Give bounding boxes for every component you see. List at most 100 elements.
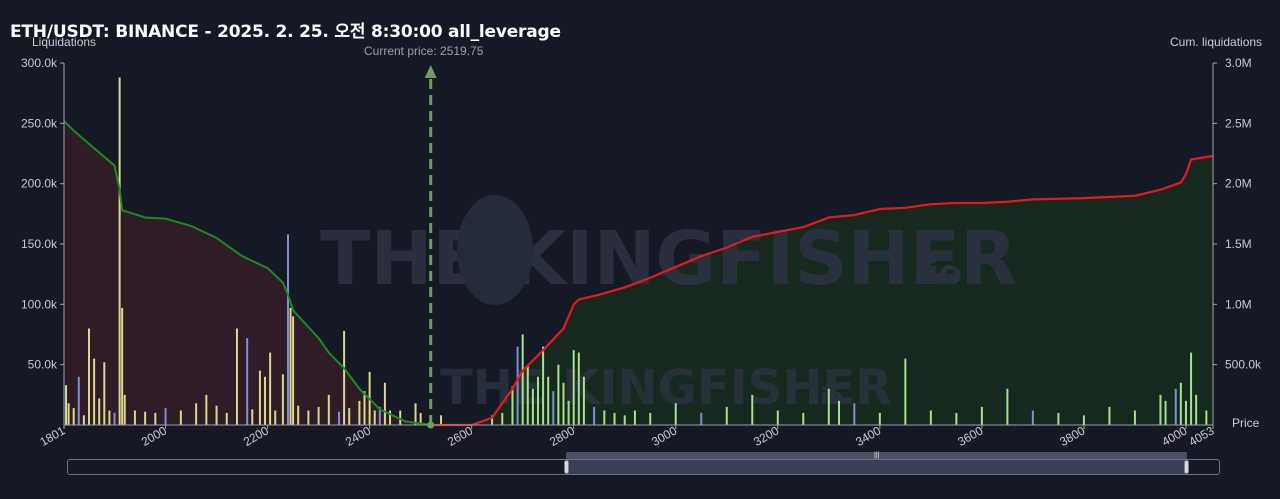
liquidation-bar-left [251, 409, 254, 425]
watermark-small-suffix: .io [812, 385, 843, 410]
liquidation-bar-right [1184, 400, 1187, 425]
liquidation-bar-left [307, 410, 310, 425]
watermark-large-suffix: .io [914, 253, 962, 293]
liquidation-bar-left [72, 408, 75, 425]
liquidation-bar-right [567, 400, 570, 425]
liquidation-bar-left [378, 406, 381, 425]
left-tick-label: 50.0k [28, 358, 58, 372]
cum-right-fill [430, 155, 1213, 425]
liquidation-bar-right [838, 400, 841, 425]
liquidation-bar-right [802, 412, 805, 425]
chart-title: ETH/USDT: BINANCE - 2025. 2. 25. 오전 8:30… [10, 22, 561, 42]
liquidation-bar-left [144, 411, 147, 425]
liquidation-bar-right [1190, 352, 1193, 425]
liquidation-bar-right [547, 376, 550, 425]
liquidation-bar-left [133, 410, 136, 425]
liquidation-bar-right [955, 412, 958, 425]
left-tick-label: 300.0k [21, 56, 58, 70]
liquidation-bar-right [853, 403, 856, 425]
x-tick-label: 3400 [853, 423, 883, 449]
watermark-small: THE KINGFISHER [440, 360, 892, 416]
range-slider[interactable]: ||| [67, 452, 1220, 475]
liquidation-bar-left [317, 406, 320, 425]
x-tick-label: 3600 [955, 423, 985, 449]
range-slider-grip-icon[interactable]: ||| [874, 452, 880, 459]
liquidation-bar-left [93, 358, 96, 425]
liquidation-bar-right [557, 364, 560, 425]
cum-left-line [63, 120, 431, 426]
liquidation-bar-right [572, 350, 575, 425]
range-slider-left-handle[interactable] [564, 460, 569, 474]
liquidation-bar-right [623, 415, 626, 425]
liquidation-bar-right [521, 334, 524, 425]
liquidation-bar-right [878, 412, 881, 425]
range-slider-selection[interactable] [566, 460, 1187, 474]
liquidation-bar-left [348, 408, 351, 425]
left-tick-label: 150.0k [21, 237, 58, 251]
liquidation-bar-left [389, 410, 392, 425]
right-tick-label: 1.0M [1225, 297, 1252, 311]
liquidation-bar-right [582, 376, 585, 425]
liquidation-bar-right [501, 412, 504, 425]
left-axis-label: Liquidations [32, 35, 97, 49]
x-tick-label: 2000 [139, 423, 169, 449]
right-tick-label: 1.5M [1225, 237, 1252, 251]
liquidation-bar-right [603, 410, 606, 425]
liquidation-bar-left [235, 328, 238, 425]
liquidation-bar-right [1164, 400, 1167, 425]
liquidation-bar-left [246, 338, 249, 425]
liquidation-bar-right [1057, 412, 1060, 425]
liquidation-bar-right [674, 403, 677, 425]
liquidation-bar-right [1006, 388, 1009, 425]
liquidation-bar-left [258, 370, 261, 425]
current-price-dot [427, 421, 435, 429]
x-tick-label: 3800 [1057, 423, 1087, 449]
left-tick-label: 100.0k [21, 297, 58, 311]
liquidation-bar-right [516, 346, 519, 425]
liquidation-bar-right [633, 410, 636, 425]
left-tick-label: 200.0k [21, 177, 58, 191]
liquidation-bar-right [542, 346, 545, 425]
liquidation-bar-left [67, 403, 70, 425]
liquidation-bar-left [215, 405, 218, 425]
liquidation-bar-right [980, 406, 983, 425]
liquidation-bar-left [327, 394, 330, 425]
liquidation-bar-left [286, 234, 289, 425]
cum-right-line [430, 154, 1214, 427]
liquidation-bar-left [108, 410, 111, 425]
liquidation-bar-right [1205, 410, 1208, 425]
liquidation-bar-left [297, 405, 300, 425]
liquidation-bar-right [577, 352, 580, 425]
liquidation-bar-right [700, 412, 703, 425]
liquidation-bar-right [593, 406, 596, 425]
liquidation-bar-right [1133, 410, 1136, 425]
x-tick-label: 2600 [445, 423, 475, 449]
liquidation-bar-left [358, 400, 361, 425]
liquidation-bar-right [725, 406, 728, 425]
liquidation-bar-right [1195, 394, 1198, 425]
liquidation-bar-left [118, 77, 121, 425]
liquidation-bar-right [536, 376, 539, 425]
liquidation-bar-left [383, 382, 386, 425]
liquidation-bar-left [419, 412, 422, 425]
range-slider-top-bar[interactable] [566, 452, 1187, 459]
current-price-arrow-icon [424, 65, 437, 78]
liquidation-bar-left [205, 394, 208, 425]
liquidation-bar-left [289, 307, 292, 425]
watermark-large: THE KINGFISHER [320, 216, 1017, 302]
left-tick-label: 250.0k [21, 116, 58, 130]
liquidation-bar-right [649, 412, 652, 425]
liquidation-bar-left [88, 328, 91, 425]
liquidation-bar-left [343, 330, 346, 425]
liquidation-bar-left [363, 391, 366, 425]
liquidation-bar-left [373, 410, 376, 425]
x-tick-label: 3000 [649, 423, 679, 449]
liquidation-bar-right [1179, 382, 1182, 425]
current-price-label: Current price: 2519.75 [364, 44, 484, 58]
liquidation-bar-right [1082, 415, 1085, 425]
range-slider-right-handle[interactable] [1184, 460, 1189, 474]
liquidation-bar-right [511, 386, 514, 425]
liquidation-bar-left [281, 374, 284, 425]
liquidation-bar-left [195, 403, 198, 425]
